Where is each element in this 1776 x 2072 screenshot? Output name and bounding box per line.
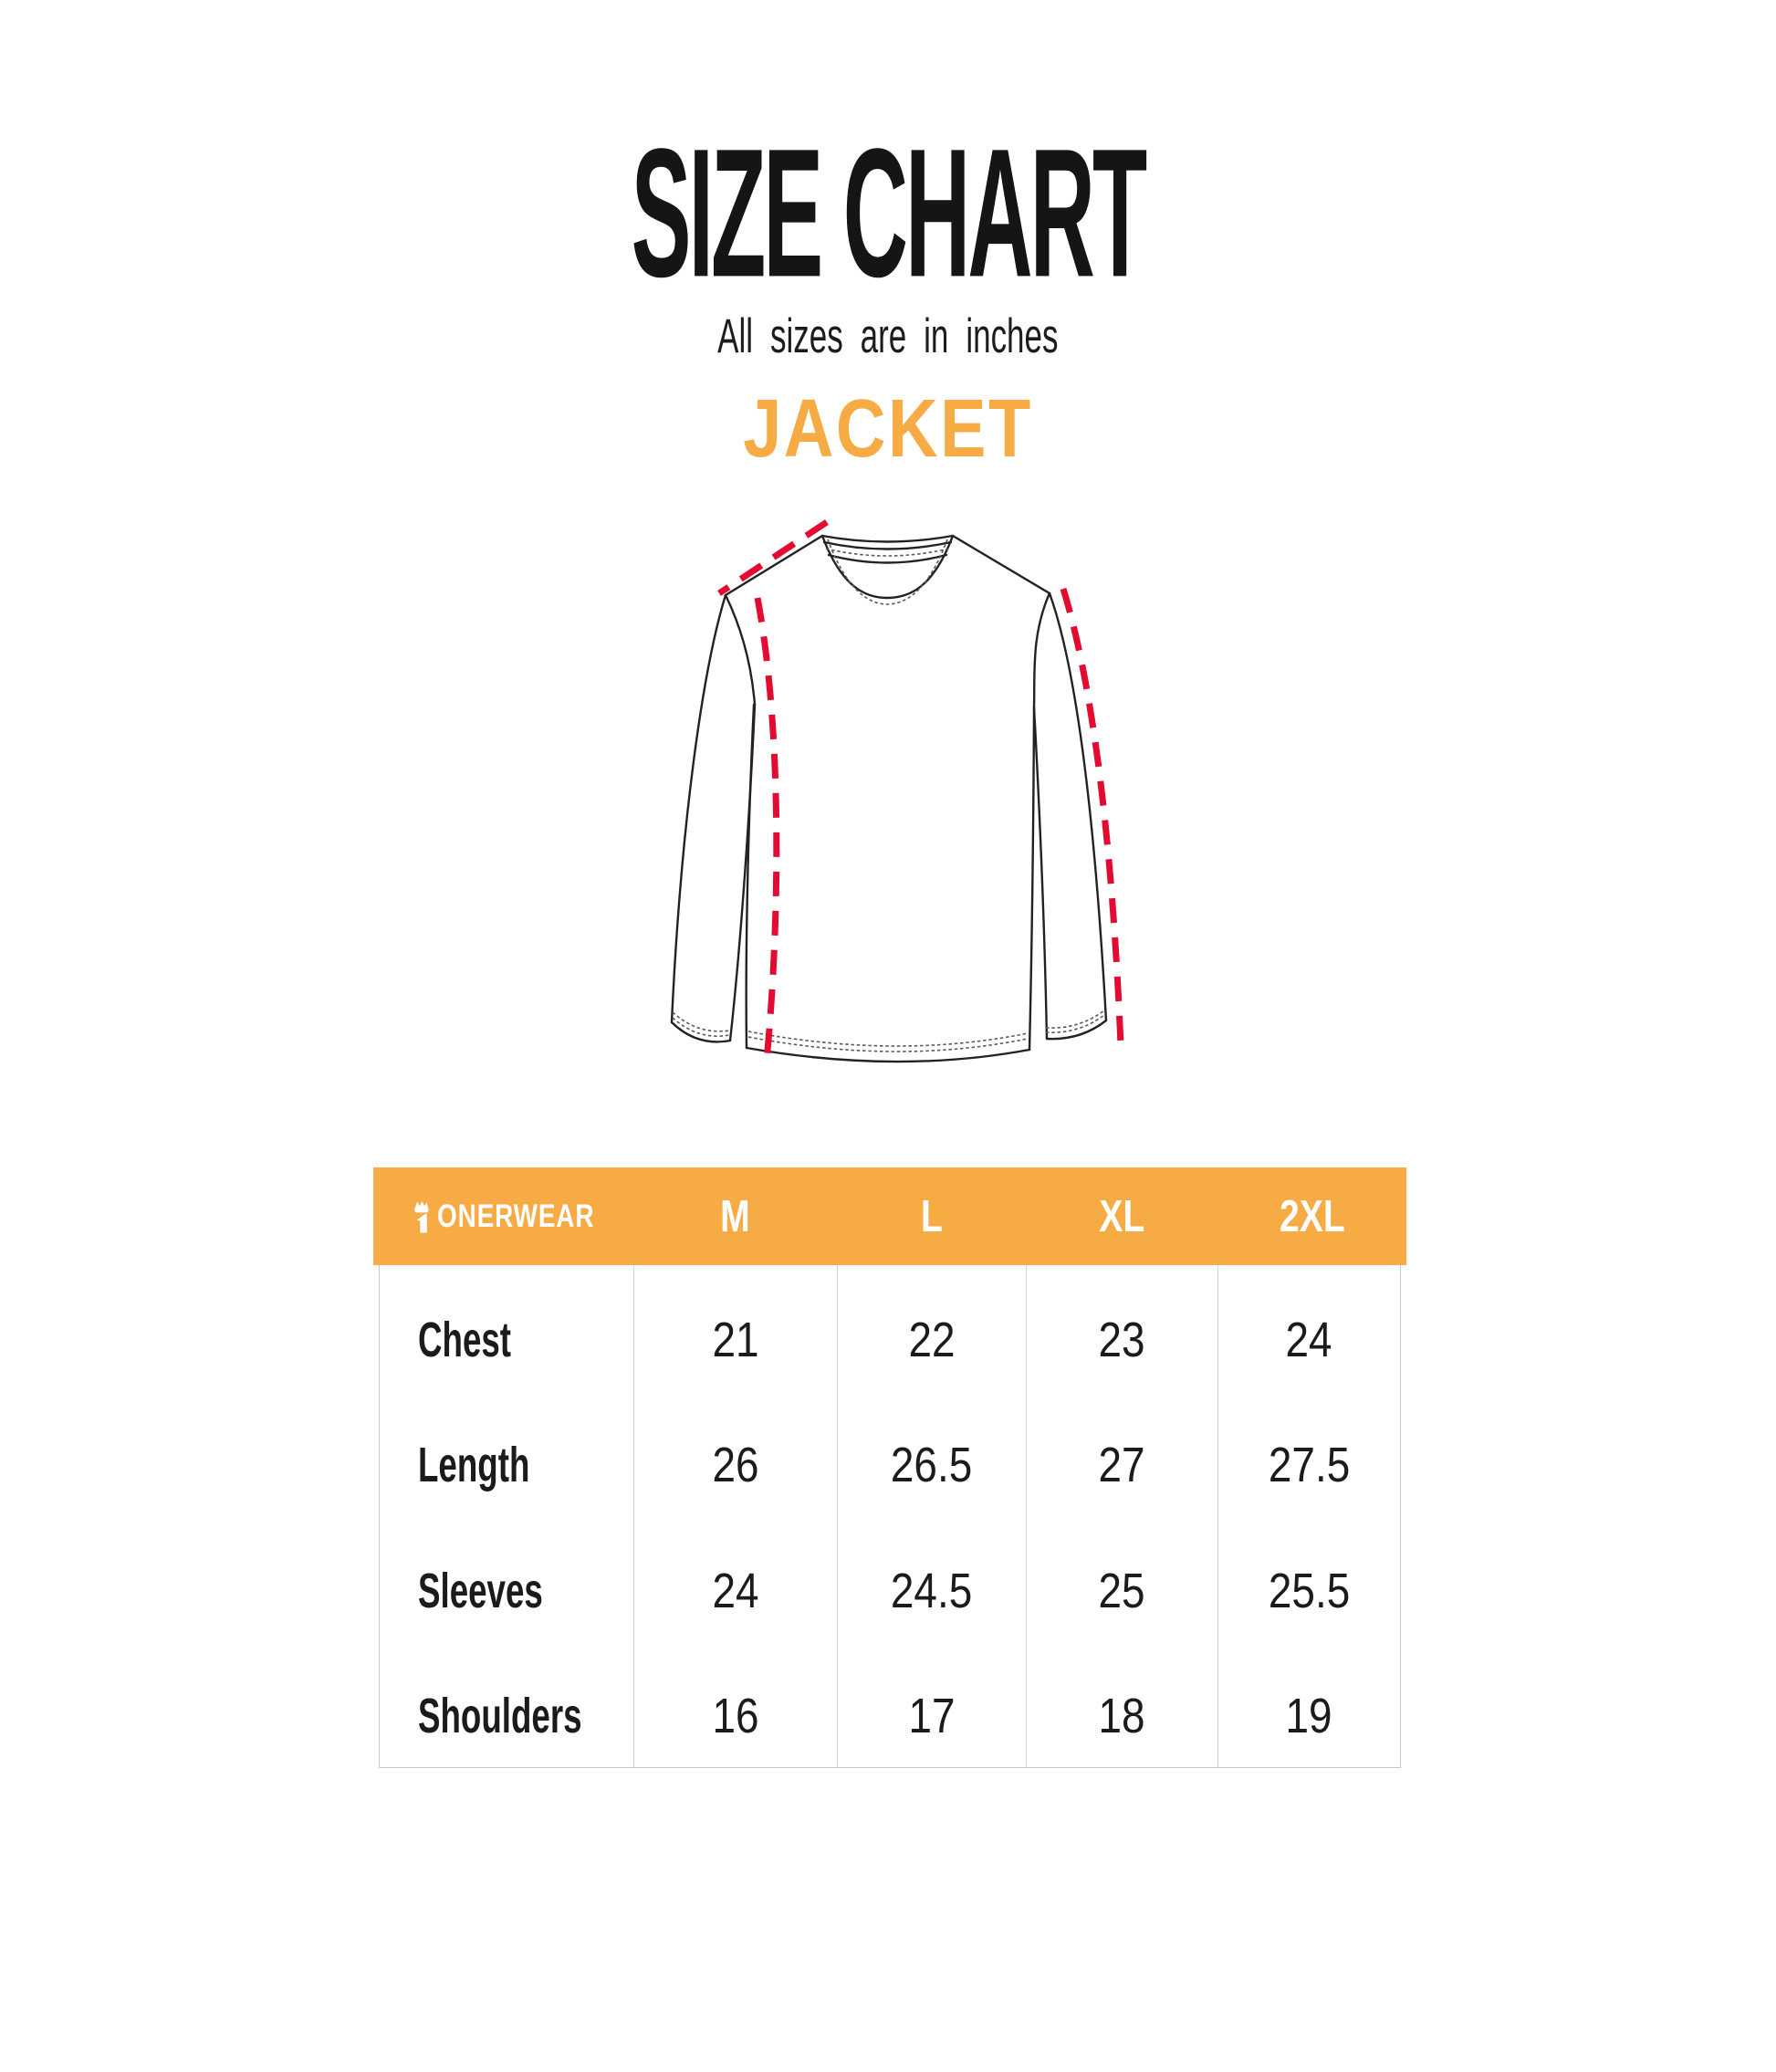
- chest-l: 22: [837, 1265, 1026, 1391]
- sleeves-xl: 25: [1026, 1516, 1217, 1642]
- row-label-shoulders: Shoulders: [418, 1689, 582, 1744]
- brand-logo: ONERWEAR: [373, 1182, 633, 1251]
- length-m: 26: [633, 1390, 837, 1516]
- size-table: ONERWEAR M L XL 2XL Chest 21 22 23 24 Le…: [373, 1167, 1406, 1768]
- jacket-illustration: [670, 519, 1124, 1063]
- chest-xl: 23: [1026, 1265, 1217, 1391]
- page-title: SIZE CHART: [631, 110, 1148, 317]
- row-label-length: Length: [418, 1438, 530, 1493]
- length-xl: 27: [1026, 1390, 1217, 1516]
- shoulders-xl: 18: [1026, 1641, 1217, 1767]
- column-header-2xl: 2XL: [1279, 1191, 1345, 1241]
- crown-one-icon: [413, 1200, 429, 1233]
- length-2xl: 27.5: [1217, 1390, 1400, 1516]
- page-subtitle: All sizes are in inches: [717, 309, 1059, 363]
- column-header-l: L: [920, 1191, 943, 1241]
- column-header-xl: XL: [1098, 1191, 1145, 1241]
- shoulders-measure-line: [717, 519, 829, 596]
- sleeves-m: 24: [633, 1516, 837, 1642]
- chest-m: 21: [633, 1265, 837, 1391]
- chest-2xl: 24: [1217, 1265, 1400, 1391]
- brand-name: ONERWEAR: [436, 1198, 594, 1234]
- size-table-body: Chest 21 22 23 24 Length 26 26.5 27 27.5…: [379, 1265, 1401, 1768]
- garment-section-title: JACKET: [743, 383, 1033, 475]
- sleeves-2xl: 25.5: [1217, 1516, 1400, 1642]
- size-table-header: ONERWEAR M L XL 2XL: [373, 1167, 1406, 1265]
- row-label-sleeves: Sleeves: [418, 1563, 543, 1618]
- column-header-m: M: [720, 1191, 750, 1241]
- stitch-lines: [672, 539, 1105, 1052]
- shoulders-m: 16: [633, 1641, 837, 1767]
- row-label-chest: Chest: [418, 1312, 512, 1367]
- shoulders-2xl: 19: [1217, 1641, 1400, 1767]
- shoulders-l: 17: [837, 1641, 1026, 1767]
- length-measure-line: [754, 597, 780, 1062]
- sleeves-l: 24.5: [837, 1516, 1026, 1642]
- sleeves-measure-line: [1060, 587, 1124, 1046]
- length-l: 26.5: [837, 1390, 1026, 1516]
